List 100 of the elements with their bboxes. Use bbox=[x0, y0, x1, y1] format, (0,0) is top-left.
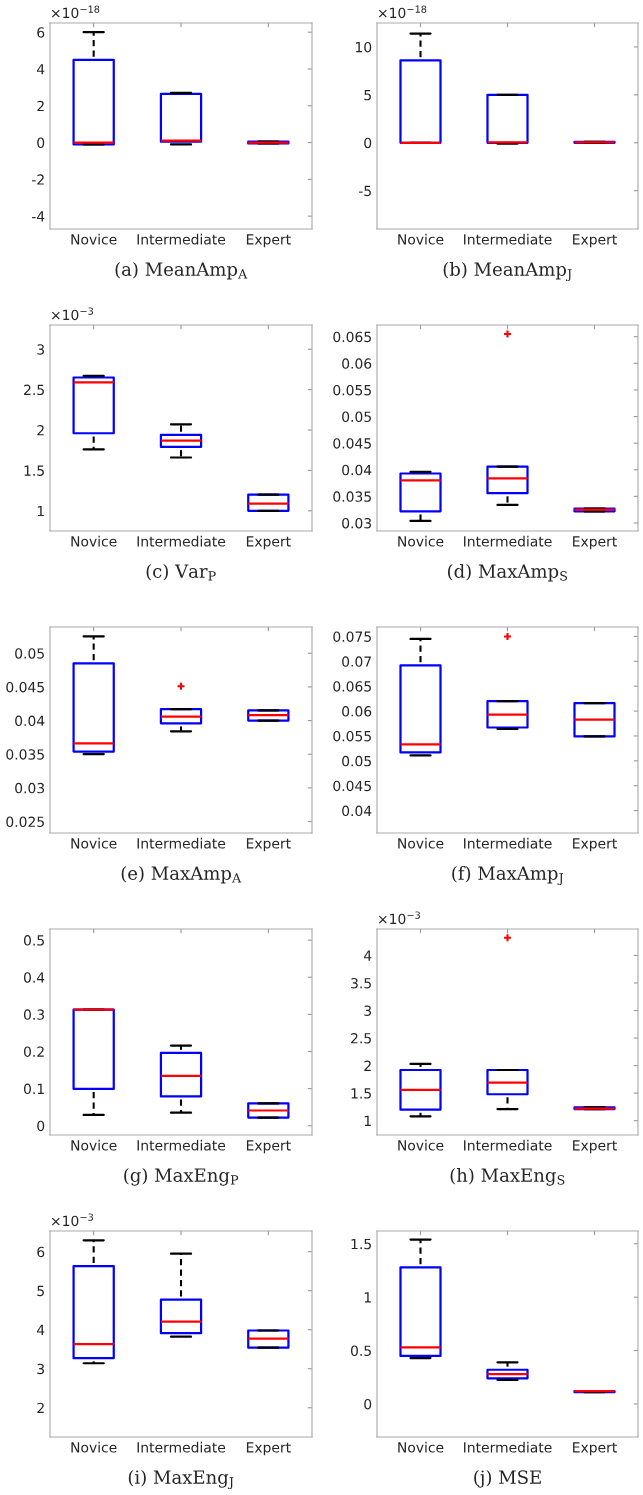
y-tick-label: 2 bbox=[37, 100, 44, 112]
x-tick-label: Expert bbox=[573, 536, 617, 550]
x-tick-label: Expert bbox=[246, 1140, 291, 1154]
y-tick-label: 5 bbox=[37, 1285, 44, 1297]
x-tick-label: Expert bbox=[246, 234, 291, 248]
y-tick-label: 0.03 bbox=[15, 782, 45, 794]
y-tick-label: -2 bbox=[31, 174, 44, 185]
x-tick-label: Expert bbox=[246, 1442, 291, 1456]
y-tick-label: 0.1 bbox=[23, 1083, 44, 1095]
y-tick-label: 0.065 bbox=[333, 681, 371, 692]
y-tick-label: 4 bbox=[36, 64, 45, 75]
text: ×10$^{−18}$ bbox=[51, 5, 100, 19]
x-tick-label: Novice bbox=[71, 535, 117, 547]
text: (i) MaxEng$_{J}$ bbox=[128, 1469, 234, 1490]
y-tick-label: 0.04 bbox=[342, 805, 372, 817]
y-tick-label: 0.05 bbox=[342, 411, 371, 423]
text: ×10$^{−3}$ bbox=[51, 307, 93, 321]
text: (d) MaxAmp$_{S}$ bbox=[447, 563, 567, 582]
y-tick-label: 0.045 bbox=[333, 438, 371, 449]
y-tick-label: 0.055 bbox=[333, 384, 371, 396]
text: (j) MSE bbox=[474, 1469, 541, 1488]
text: (f) MaxAmp$_{J}$ bbox=[452, 865, 564, 886]
y-tick-label: 0.04 bbox=[342, 464, 372, 476]
y-tick-label: 4 bbox=[363, 950, 372, 961]
x-tick-label: Intermediate bbox=[137, 1139, 226, 1151]
x-tick-label: Novice bbox=[71, 1139, 117, 1151]
x-tick-label: Expert bbox=[573, 234, 617, 248]
y-tick-label: 6 bbox=[37, 1246, 45, 1258]
text: (g) MaxEng$_{P}$ bbox=[124, 1167, 239, 1186]
x-tick-label: Novice bbox=[398, 233, 444, 245]
x-tick-label: Intermediate bbox=[464, 1139, 552, 1151]
text: ×10$^{−18}$ bbox=[378, 5, 427, 19]
y-tick-label: 10 bbox=[355, 41, 372, 53]
y-tick-label: 0 bbox=[37, 137, 45, 149]
text: ×10$^{−3}$ bbox=[378, 911, 420, 925]
x-tick-label: Intermediate bbox=[464, 233, 552, 245]
y-tick-label: 2.5 bbox=[351, 1033, 371, 1044]
y-tick-label: 1.5 bbox=[351, 1088, 371, 1099]
y-tick-label: 2 bbox=[37, 1402, 44, 1414]
y-tick-label: 0.065 bbox=[333, 331, 371, 343]
y-tick-label: 0 bbox=[37, 1120, 45, 1132]
y-tick-label: 1 bbox=[37, 505, 44, 517]
x-tick-label: Expert bbox=[246, 536, 291, 550]
x-tick-label: Novice bbox=[398, 837, 444, 849]
x-tick-label: Novice bbox=[398, 1441, 444, 1453]
x-tick-label: Intermediate bbox=[137, 837, 226, 849]
x-tick-label: Intermediate bbox=[137, 535, 226, 547]
y-tick-label: 1.5 bbox=[24, 465, 44, 476]
y-tick-label: 3 bbox=[364, 1005, 372, 1016]
text: (e) MaxAmp$_{A}$ bbox=[121, 865, 242, 884]
x-tick-label: Intermediate bbox=[464, 837, 552, 849]
x-tick-label: Novice bbox=[398, 535, 444, 547]
y-tick-label: 0.03 bbox=[342, 517, 372, 529]
x-tick-label: Novice bbox=[71, 1441, 117, 1453]
x-tick-label: Novice bbox=[71, 837, 117, 849]
y-tick-label: 1.5 bbox=[351, 1238, 371, 1250]
y-tick-label: 5 bbox=[364, 90, 371, 101]
y-tick-label: 3.5 bbox=[351, 977, 371, 989]
y-tick-label: 2 bbox=[364, 1060, 371, 1071]
text: (h) MaxEng$_{S}$ bbox=[450, 1167, 565, 1186]
y-tick-label: 3 bbox=[37, 344, 45, 355]
y-tick-label: 0.05 bbox=[342, 755, 371, 767]
y-tick-label: 0.2 bbox=[23, 1046, 44, 1057]
y-tick-label: 0.06 bbox=[342, 358, 372, 369]
text: (b) MeanAmp$_{J}$ bbox=[443, 261, 572, 282]
y-tick-label: 0.5 bbox=[23, 935, 44, 946]
y-tick-label: 0.04 bbox=[15, 715, 45, 727]
x-tick-label: Expert bbox=[573, 1140, 617, 1154]
x-tick-label: Expert bbox=[573, 1442, 617, 1456]
x-tick-label: Expert bbox=[246, 838, 291, 852]
x-tick-label: Intermediate bbox=[137, 1441, 226, 1453]
y-tick-label: 0 bbox=[364, 1398, 372, 1410]
y-tick-label: -5 bbox=[358, 185, 371, 197]
y-tick-label: 0.06 bbox=[342, 706, 372, 717]
x-tick-label: Novice bbox=[71, 233, 117, 245]
x-tick-label: Intermediate bbox=[464, 1441, 552, 1453]
y-tick-label: 3 bbox=[37, 1363, 45, 1375]
y-tick-label: 0.05 bbox=[15, 648, 44, 659]
x-tick-label: Novice bbox=[398, 1139, 444, 1151]
y-tick-label: 1 bbox=[364, 1115, 371, 1126]
x-tick-label: Intermediate bbox=[464, 535, 552, 547]
y-tick-label: 0.07 bbox=[342, 656, 371, 667]
y-tick-label: 0.045 bbox=[333, 780, 371, 792]
y-tick-label: 0.3 bbox=[23, 1009, 45, 1020]
y-tick-label: 1 bbox=[364, 1292, 371, 1303]
y-tick-label: 4 bbox=[36, 1324, 45, 1335]
text: (c) Var$_{P}$ bbox=[146, 563, 216, 581]
y-tick-label: 0.5 bbox=[350, 1345, 371, 1357]
x-tick-label: Expert bbox=[573, 838, 617, 852]
y-tick-label: 0.4 bbox=[23, 972, 45, 983]
y-tick-label: -4 bbox=[31, 211, 45, 222]
y-tick-label: 0.035 bbox=[333, 491, 371, 502]
y-tick-label: 2.5 bbox=[24, 384, 44, 396]
y-tick-label: 0.055 bbox=[333, 730, 371, 742]
y-tick-label: 6 bbox=[37, 27, 45, 38]
y-tick-label: 0.075 bbox=[333, 631, 371, 642]
y-tick-label: 0.035 bbox=[6, 749, 44, 760]
text: (a) MeanAmp$_{A}$ bbox=[115, 261, 248, 280]
x-tick-label: Intermediate bbox=[137, 233, 226, 245]
y-tick-label: 0.045 bbox=[6, 681, 44, 693]
